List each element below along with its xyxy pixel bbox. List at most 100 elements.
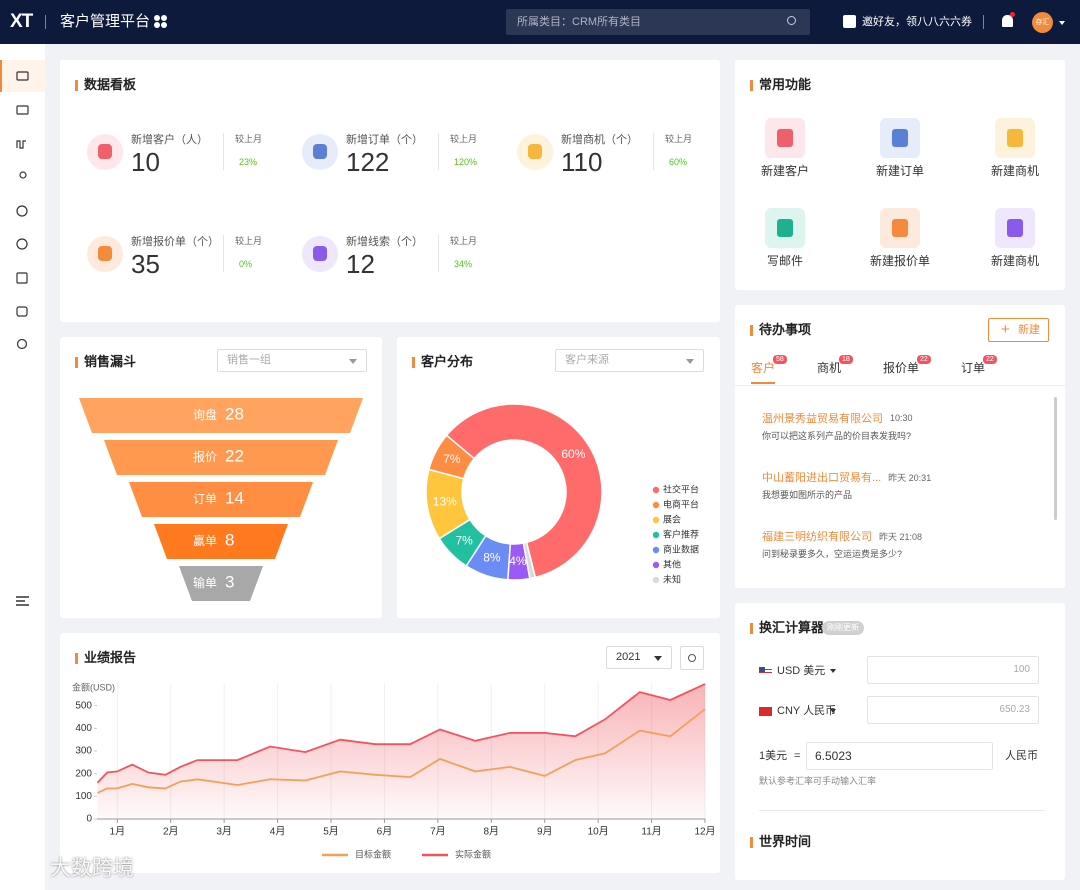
tab-badge: 18 — [839, 355, 853, 364]
nav-icon[interactable] — [16, 205, 28, 217]
todo-item[interactable]: 福建三明纺织有限公司 昨天 21:08 — [762, 528, 922, 544]
shortcut-label[interactable]: 写邮件 — [766, 254, 803, 268]
shortcut-icon[interactable] — [995, 208, 1035, 248]
dashboard-panel: 数据看板 新增客户（人） 10 较上月 23% 新增订单（个） 122 较上月 120% 新增商机… — [60, 60, 720, 322]
nav-icon[interactable] — [16, 338, 28, 350]
active-item-bar — [0, 60, 2, 92]
title-accent — [750, 80, 753, 91]
shortcut-icon[interactable] — [765, 118, 805, 158]
x-tick-label: 4月 — [270, 826, 286, 838]
slice-label: 7% — [443, 452, 461, 466]
select[interactable]: 销售一组 — [217, 349, 367, 372]
rate-input[interactable]: 6.5023 — [806, 742, 993, 770]
stat-change: 23% — [239, 157, 258, 167]
nav-icon[interactable] — [19, 171, 27, 179]
tab[interactable]: 商机 — [817, 361, 842, 375]
apps-icon[interactable] — [154, 15, 168, 29]
stat-compare: 较上月 — [665, 134, 693, 144]
sidebar-icons — [0, 60, 45, 606]
select[interactable]: 2021 — [606, 646, 672, 669]
stat-change: 120% — [454, 157, 478, 167]
time: 10:30 — [890, 413, 913, 423]
shortcut-label[interactable]: 新建商机 — [990, 254, 1039, 268]
shortcuts-panel: 常用功能 新建客户 新建订单 新建商机 写邮件 新建报价单 新建商机 — [735, 60, 1065, 290]
menu-icon[interactable] — [16, 596, 29, 606]
title-accent — [750, 325, 753, 336]
panel-title: 换汇计算器 — [759, 620, 825, 635]
todo-item[interactable]: 温州景秀益贸易有限公司 10:30 — [762, 410, 913, 426]
stat-icon-glyph — [528, 144, 542, 159]
shortcut-glyph — [892, 129, 908, 147]
y-tick-label: 500 — [75, 700, 92, 711]
stat-label: 新增客户（人） — [131, 134, 208, 146]
stat-change: 0% — [239, 259, 253, 269]
nav-icon[interactable] — [16, 71, 29, 81]
update-tag: 刚刚更新 — [822, 621, 864, 635]
panel-title: 待办事项 — [759, 322, 812, 337]
amount-input[interactable]: 650.23 — [867, 696, 1039, 724]
legend-label: 电商平台 — [663, 498, 699, 509]
select-caret — [349, 359, 357, 364]
nav-icon[interactable] — [16, 105, 29, 115]
rate-value: 6.5023 — [815, 749, 852, 763]
shortcut-icon[interactable] — [880, 118, 920, 158]
shortcut-icon[interactable] — [765, 208, 805, 248]
x-tick-label: 11月 — [641, 826, 661, 838]
shortcut-label[interactable]: 新建商机 — [990, 164, 1039, 178]
shortcut-label[interactable]: 新建报价单 — [869, 254, 930, 268]
nav-icon[interactable] — [16, 272, 28, 284]
shortcut-glyph — [777, 129, 793, 147]
search-box[interactable]: 所属类目：CRM所有类目 — [506, 9, 810, 35]
stat-compare: 较上月 — [235, 236, 263, 246]
x-tick-label: 10月 — [588, 826, 609, 838]
nav-icon[interactable] — [16, 140, 26, 149]
tab[interactable]: 报价单 — [883, 361, 920, 375]
stat-compare: 较上月 — [450, 236, 478, 246]
funnel-value: 28 — [225, 404, 244, 423]
currency-select[interactable]: CNY 人民币 — [777, 705, 837, 717]
shortcut-label[interactable]: 新建客户 — [760, 164, 809, 178]
apps-icon-dot — [161, 22, 167, 28]
section-divider — [759, 810, 1045, 811]
stat-compare: 较上月 — [235, 134, 263, 144]
funnel-category: 赢单 — [193, 533, 217, 548]
company: 温州景秀益贸易有限公司 — [762, 413, 883, 425]
select[interactable]: 客户来源 — [555, 349, 704, 372]
funnel-panel: 销售漏斗 销售一组 询盘 28 报价 22 订单 14 赢单 8 输单 3 — [60, 337, 382, 618]
gift-icon[interactable] — [843, 15, 856, 28]
logo: XT — [10, 11, 33, 32]
x-tick-label: 9月 — [537, 826, 553, 838]
legend-swatch — [652, 531, 660, 539]
bell-icon[interactable] — [1002, 15, 1013, 27]
nav-icon[interactable] — [16, 238, 28, 250]
tab[interactable]: 客户 — [751, 361, 776, 375]
funnel-segment — [179, 566, 263, 601]
new-button[interactable]: + 新建 — [988, 318, 1049, 342]
select-caret — [654, 656, 662, 661]
sidebar — [0, 44, 45, 890]
stat-value: 110 — [561, 147, 603, 177]
amount-input[interactable]: 100 — [867, 656, 1039, 684]
active-item-bg — [0, 60, 45, 92]
tab[interactable]: 订单 — [961, 361, 986, 375]
stat-compare: 较上月 — [450, 134, 478, 144]
bell-dot — [1010, 12, 1015, 17]
invite-link[interactable]: 邀好友，领八八六六券 — [862, 16, 972, 28]
legend-label: 其他 — [663, 558, 681, 569]
stat-divider — [653, 133, 654, 170]
shortcut-label[interactable]: 新建订单 — [875, 164, 924, 178]
stat-label: 新增商机（个） — [561, 134, 638, 146]
amount-value: 100 — [1013, 664, 1030, 675]
exchange-panel: 换汇计算器 刚刚更新 USD 美元 100 CNY 人民币 650.23 1美元 = 6.502… — [735, 603, 1065, 880]
shortcut-icon[interactable] — [995, 118, 1035, 158]
currency-select[interactable]: USD 美元 — [777, 665, 826, 677]
shortcut-icon[interactable] — [880, 208, 920, 248]
todo-item[interactable]: 中山蓄阳进出口贸易有... 昨天 20:31 — [762, 469, 931, 485]
amount-value: 650.23 — [999, 704, 1030, 715]
settings-button[interactable] — [680, 646, 704, 670]
stat-icon-glyph — [98, 144, 112, 159]
nav-icon[interactable] — [16, 306, 28, 317]
avatar[interactable]: 存汇 — [1032, 12, 1053, 33]
tab-badge: 58 — [773, 355, 787, 364]
stat-icon — [517, 134, 553, 170]
